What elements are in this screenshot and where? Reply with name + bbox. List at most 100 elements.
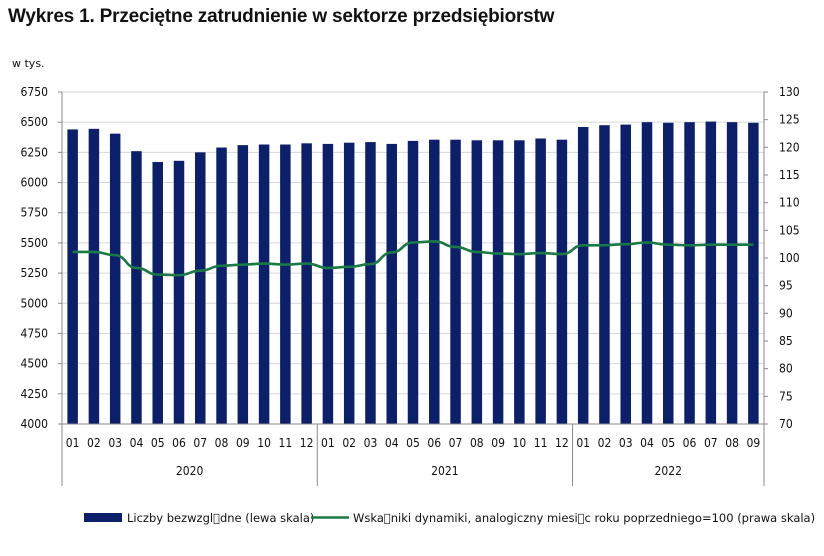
left-tick-label: 4000 — [21, 417, 49, 431]
x-tick-label: 03 — [364, 436, 378, 450]
x-tick-label: 05 — [151, 436, 165, 450]
left-tick-label: 6500 — [21, 115, 49, 129]
x-tick-label: 02 — [342, 436, 356, 450]
x-tick-label: 04 — [130, 436, 144, 450]
bar — [535, 138, 546, 425]
x-tick-label: 10 — [257, 436, 271, 450]
right-tick-label: 130 — [779, 85, 800, 99]
bar — [514, 140, 525, 425]
bar — [471, 140, 483, 425]
bar — [663, 122, 674, 424]
bar — [407, 140, 419, 424]
bar — [705, 121, 717, 424]
x-tick-label: 09 — [746, 436, 760, 450]
bar — [577, 127, 589, 424]
bar — [429, 139, 440, 424]
x-tick-label: 02 — [598, 436, 612, 450]
right-tick-label: 80 — [779, 362, 793, 376]
bar — [556, 139, 568, 424]
x-tick-label: 01 — [321, 436, 335, 450]
left-tick-label: 5250 — [21, 266, 49, 280]
bar — [173, 160, 185, 424]
x-tick-label: 06 — [427, 436, 441, 450]
right-tick-label: 125 — [779, 113, 800, 127]
bar — [450, 139, 461, 424]
left-tick-label: 6250 — [21, 145, 49, 159]
x-tick-label: 02 — [87, 436, 101, 450]
x-tick-label: 06 — [172, 436, 186, 450]
left-tick-label: 6750 — [21, 85, 49, 99]
x-tick-label: 04 — [385, 436, 399, 450]
bar — [748, 122, 759, 424]
left-tick-label: 4750 — [21, 326, 49, 340]
legend: Liczby bezwzgl dne (lewa skala) Wska niki… — [84, 511, 815, 525]
left-tick-label: 6000 — [21, 176, 49, 190]
x-tick-label: 06 — [683, 436, 697, 450]
bar — [386, 143, 397, 424]
x-tick-label: 08 — [725, 436, 739, 450]
x-tick-label: 05 — [406, 436, 420, 450]
left-tick-label: 4250 — [21, 387, 49, 401]
legend-line-label: Wska niki dynamiki, analogiczny miesi c … — [353, 511, 815, 525]
x-tick-label: 05 — [661, 436, 675, 450]
right-tick-label: 70 — [779, 417, 793, 431]
x-tick-label: 01 — [576, 436, 590, 450]
bar — [88, 128, 100, 424]
bar — [599, 125, 610, 424]
x-tick-label: 07 — [704, 436, 718, 450]
bar — [280, 144, 291, 424]
bar — [216, 147, 227, 424]
chart-title: Wykres 1. Przeciętne zatrudnienie w sekt… — [8, 6, 555, 27]
right-tick-label: 95 — [779, 279, 793, 293]
x-axis: 01 02 03 04 05 06 07 08 09 10 11 12 01 02 03 04 05 06 07 08… — [61, 423, 765, 486]
right-tick-label: 90 — [779, 306, 793, 320]
x-tick-label: 11 — [534, 436, 548, 450]
x-tick-label: 04 — [640, 436, 654, 450]
bar — [67, 129, 78, 424]
x-group-label: 2022 — [655, 464, 682, 478]
right-tick-label: 120 — [779, 140, 800, 154]
x-tick-label: 03 — [108, 436, 122, 450]
x-tick-label: 10 — [512, 436, 526, 450]
bar — [684, 122, 695, 425]
x-tick-label: 08 — [215, 436, 229, 450]
bar — [152, 162, 163, 424]
x-tick-label: 08 — [470, 436, 484, 450]
left-tick-label: 5500 — [21, 236, 49, 250]
x-tick-label: 09 — [236, 436, 250, 450]
bar — [301, 143, 312, 424]
right-tick-label: 110 — [779, 196, 800, 210]
right-tick-label: 75 — [779, 389, 793, 403]
bar — [641, 122, 653, 425]
x-tick-label: 03 — [619, 436, 633, 450]
bar — [109, 133, 121, 424]
left-axis-unit: w tys. — [12, 57, 45, 70]
bar — [343, 142, 355, 424]
x-tick-label: 12 — [555, 436, 569, 450]
legend-bar-swatch — [84, 513, 122, 522]
bar — [322, 143, 334, 424]
bar — [237, 145, 249, 424]
x-tick-label: 01 — [66, 436, 80, 450]
line-series — [72, 240, 754, 277]
right-tick-label: 115 — [779, 168, 800, 182]
bar — [365, 142, 376, 424]
bar — [620, 124, 631, 424]
bar — [492, 140, 504, 425]
left-tick-label: 5750 — [21, 206, 49, 220]
x-tick-label: 11 — [278, 436, 292, 450]
left-tick-label: 5000 — [21, 296, 49, 310]
left-axis: w tys. 4000 4250 4500 4750 5000 5250 5500 5750 60… — [12, 57, 63, 431]
dynamics-line — [72, 240, 754, 277]
bar — [258, 144, 270, 424]
right-axis: 70 75 80 85 90 95 100 105 110 115 120 125 130 — [763, 85, 800, 431]
left-tick-label: 4500 — [21, 357, 49, 371]
x-group-label: 2021 — [431, 464, 458, 478]
x-tick-label: 09 — [491, 436, 505, 450]
x-tick-label: 07 — [193, 436, 207, 450]
bar — [131, 151, 142, 424]
x-group-label: 2020 — [176, 464, 204, 478]
legend-bar-label: Liczby bezwzgl dne (lewa skala) — [127, 511, 314, 525]
right-tick-label: 85 — [779, 334, 793, 348]
